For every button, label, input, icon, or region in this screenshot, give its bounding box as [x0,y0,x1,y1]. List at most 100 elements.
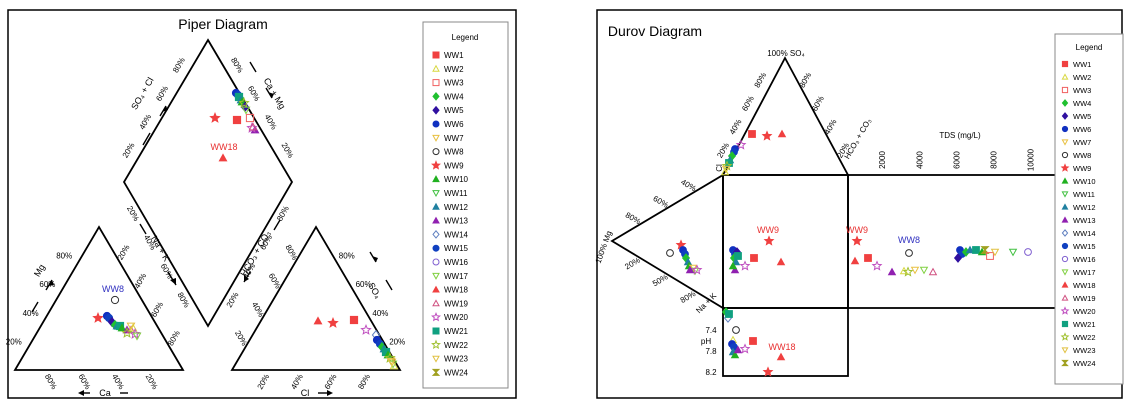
piper-legend-marker-ww23 [432,355,440,363]
piper-annotation-ww8: WW8 [102,284,124,294]
durov-points [666,129,1032,377]
durov-tick-tds-17: 8000 [990,151,999,169]
durov-point-ww11-57 [1008,248,1018,257]
durov-point-ww18-2 [777,129,787,138]
durov-legend-label-ww22: WW22 [1073,333,1096,342]
piper-tick-ar-32: 80% [339,252,355,261]
durov-legend-label-ww15: WW15 [1073,242,1096,251]
durov-point-ww8-40 [905,249,913,257]
durov-legend-marker-ww17 [1061,269,1069,276]
piper-legend-marker-ww24 [431,368,441,376]
durov-tick-tds-15: 4000 [915,151,924,169]
durov-point-ww3-55 [986,252,994,260]
piper-legend-label-ww17: WW17 [444,272,469,281]
piper-legend-marker-ww21 [432,327,440,335]
durov-legend-marker-ww4 [1061,99,1069,107]
durov-point-ww2-11 [720,167,730,176]
piper-legend-marker-ww2 [432,64,440,72]
durov-legend-marker-ww8 [1061,151,1069,159]
piper-legend: WW1 WW2 WW3 WW4 WW5 WW6 WW7 WW8 WW9 WW10 WW11 WW12 W… [431,51,469,377]
piper-legend-marker-ww13 [432,216,440,224]
durov-legend-label-ww14: WW14 [1073,229,1096,238]
piper-point-ww2-26 [128,323,138,332]
durov-legend-marker-ww14 [1061,229,1069,237]
durov-ph-box [722,307,849,377]
piper-point-ww1-11 [232,115,242,125]
piper-point-ww8-30 [110,295,120,305]
piper-point-ww22-31 [121,326,133,338]
piper-legend-label-ww14: WW14 [444,230,469,239]
durov-legend-title: Legend [1076,43,1103,52]
durov-point-ww17-44 [919,266,929,275]
piper-legend-label-ww4: WW4 [444,92,464,101]
piper-legend-label-ww24: WW24 [444,368,469,377]
piper-legend-label-ww1: WW1 [444,51,464,60]
durov-point-ww21-61 [725,310,733,318]
piper-legend-marker-ww3 [432,79,440,87]
piper-legend-marker-ww17 [432,272,440,280]
durov-legend-marker-ww24 [1061,359,1069,367]
piper-title: Piper Diagram [178,16,267,32]
piper-legend-marker-ww19 [432,299,440,307]
durov-legend-label-ww11: WW11 [1073,190,1095,199]
durov-point-ww9-1 [761,130,773,141]
durov-point-ww13-22 [685,265,695,274]
piper-point-ww18-13 [218,153,228,162]
durov-point-ww21-52 [972,246,980,254]
durov-legend-marker-ww18 [1061,281,1069,288]
durov-point-ww19-46 [928,267,938,276]
durov-point-ww9-36 [851,235,863,246]
piper-legend-marker-ww14 [432,230,440,239]
durov-point-ww16-58 [1024,248,1032,256]
piper-point-ww3-7 [245,113,255,123]
durov-point-ww13-69 [733,345,743,354]
durov-frame [596,9,1123,399]
piper-legend-label-ww11: WW11 [444,189,468,198]
piper-legend-marker-ww22 [431,339,441,350]
durov-legend-label-ww8: WW8 [1073,151,1091,160]
durov-point-ww22-45 [902,266,914,277]
piper-legend-label-ww5: WW5 [444,106,464,115]
durov-point-ww8-12 [666,249,674,257]
piper-legend-marker-ww5 [432,105,440,115]
piper-legend-label-ww2: WW2 [444,65,464,74]
durov-legend-label-ww10: WW10 [1073,177,1096,186]
durov-point-ww13-41 [887,267,897,276]
durov-legend-label-ww1: WW1 [1073,60,1091,69]
piper-tick-ar-35: 20% [389,337,405,346]
durov-legend-marker-ww15 [1061,242,1069,250]
durov-title: Durov Diagram [608,23,702,39]
durov-legend-label-ww2: WW2 [1073,73,1091,82]
durov-point-ww8-62 [732,326,740,334]
durov-panel: Durov Diagram 100% SO₄ HCO₃ + CO₃ 100% M… [594,9,1124,399]
durov-tick-ph-23: 8.2 [705,368,717,377]
piper-legend-title: Legend [452,33,479,42]
durov-legend-marker-ww13 [1061,216,1069,223]
piper-legend-label-ww10: WW10 [444,175,469,184]
piper-legend-marker-ww7 [432,134,440,142]
durov-legend-label-ww20: WW20 [1073,307,1096,316]
durov-point-ww9-30 [763,235,775,246]
durov-point-ww10-35 [728,261,738,270]
piper-legend-label-ww20: WW20 [444,313,469,322]
piper-legend-label-ww9: WW9 [444,161,464,170]
piper-tick-ar-34: 40% [372,309,388,318]
piper-point-ww9-12 [209,111,221,123]
piper-legend-label-ww7: WW7 [444,134,464,143]
piper-point-ww20-35 [360,323,372,335]
durov-legend-label-ww18: WW18 [1073,281,1096,290]
piper-legend-marker-ww18 [432,285,440,293]
piper-cation-triangle [13,225,185,371]
durov-legend-label-ww13: WW13 [1073,216,1096,225]
durov-legend-label-ww24: WW24 [1073,359,1096,368]
durov-so4-label: 100% SO₄ [767,49,805,58]
piper-legend-marker-ww10 [432,175,440,183]
durov-tick-tds-18: 10000 [1027,148,1036,171]
piper-legend-label-ww23: WW23 [444,355,469,364]
durov-legend-label-ww17: WW17 [1073,268,1096,277]
durov-point-ww22-9 [721,160,733,171]
durov-legend-marker-ww11 [1061,191,1069,198]
piper-legend-label-ww21: WW21 [444,327,469,336]
piper-legend-marker-ww11 [432,190,440,198]
piper-point-ww1-34 [349,315,359,325]
